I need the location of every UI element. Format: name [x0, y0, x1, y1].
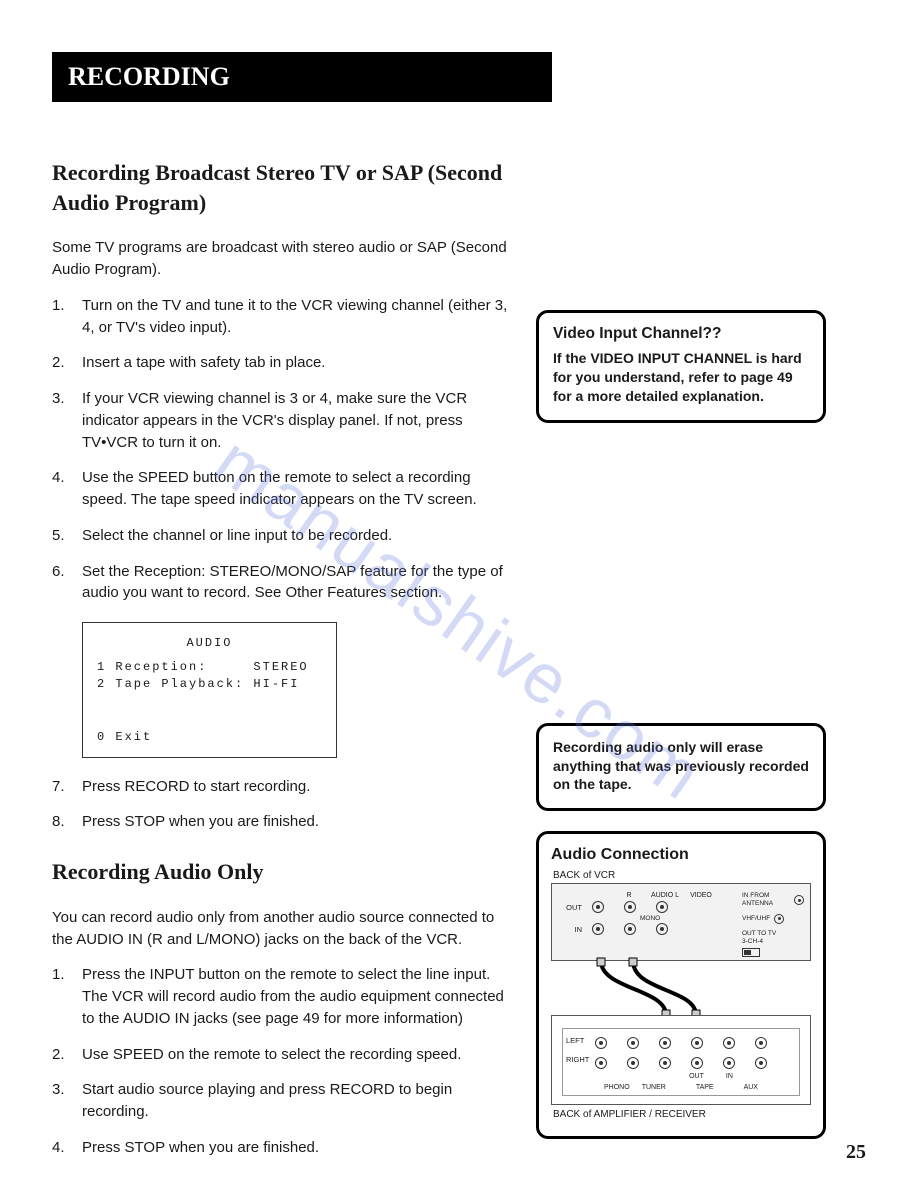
jack-label: AUDIO L: [650, 892, 680, 899]
jack-icon: [656, 923, 668, 935]
sidebar-column: Video Input Channel?? If the VIDEO INPUT…: [536, 158, 826, 1177]
osd-menu-box: AUDIO 1 Reception: STEREO 2 Tape Playbac…: [82, 622, 337, 758]
step: Press RECORD to start recording.: [52, 776, 512, 798]
amp-in-label: IN: [726, 1073, 733, 1080]
callout-erase-warning: Recording audio only will erase anything…: [536, 723, 826, 812]
diagram-title: Audio Connection: [551, 846, 811, 864]
step: Press STOP when you are finished.: [52, 811, 512, 833]
section1-heading: Recording Broadcast Stereo TV or SAP (Se…: [52, 158, 512, 217]
section1-steps: Turn on the TV and tune it to the VCR vi…: [52, 295, 512, 604]
jack-icon: [723, 1037, 735, 1049]
step: Press STOP when you are finished.: [52, 1137, 512, 1159]
osd-exit: 0 Exit: [97, 729, 322, 746]
amp-col-label: TAPE: [696, 1084, 714, 1091]
callout-body: If the VIDEO INPUT CHANNEL is hard for y…: [553, 349, 809, 406]
amp-col-label: TUNER: [642, 1084, 666, 1091]
row-label-out: OUT: [558, 903, 582, 912]
step: Insert a tape with safety tab in place.: [52, 352, 512, 374]
diagram-audio-connection: Audio Connection BACK of VCR R AUDIO L V…: [536, 831, 826, 1139]
amp-right-label: RIGHT: [566, 1055, 589, 1064]
section1-steps-cont: Press RECORD to start recording. Press S…: [52, 776, 512, 834]
osd-row: 1 Reception: STEREO: [97, 659, 322, 676]
callout-video-input: Video Input Channel?? If the VIDEO INPUT…: [536, 310, 826, 423]
jack-icon: [659, 1057, 671, 1069]
amplifier-back-panel: LEFT RIGHT OUT: [551, 1015, 811, 1105]
ant-label: OUT TO TV: [742, 930, 776, 937]
callout-title: Video Input Channel??: [553, 325, 809, 343]
jack-icon: [627, 1057, 639, 1069]
amp-left-label: LEFT: [566, 1036, 589, 1045]
jack-icon: [595, 1037, 607, 1049]
jack-icon: [627, 1037, 639, 1049]
section1-intro: Some TV programs are broadcast with ster…: [52, 237, 512, 281]
ant-jack-icon: [774, 914, 784, 924]
ant-label: VHF/UHF: [742, 915, 770, 923]
jack-icon: [659, 1037, 671, 1049]
main-content-column: Recording Broadcast Stereo TV or SAP (Se…: [52, 158, 512, 1177]
switch-icon: [742, 948, 760, 957]
chapter-title: RECORDING: [52, 52, 552, 102]
jack-icon: [624, 923, 636, 935]
osd-row: 2 Tape Playback: HI-FI: [97, 676, 322, 693]
jack-label: VIDEO: [686, 892, 716, 899]
section2-heading: Recording Audio Only: [52, 857, 512, 887]
vcr-back-panel: R AUDIO L VIDEO OUT MONO I: [551, 883, 811, 961]
section2-intro: You can record audio only from another a…: [52, 907, 512, 951]
antenna-column: IN FROM ANTENNA VHF/UHF OUT TO TV3-CH-4: [742, 892, 804, 956]
ant-label: 3-CH-4: [742, 938, 763, 945]
step: Use the SPEED button on the remote to se…: [52, 467, 512, 511]
jack-icon: [755, 1057, 767, 1069]
jack-icon: [592, 923, 604, 935]
cable-diagram: [551, 961, 811, 1015]
jack-icon: [723, 1057, 735, 1069]
ant-label: IN FROM ANTENNA: [742, 892, 790, 908]
jack-icon: [755, 1037, 767, 1049]
row-label-in: IN: [558, 925, 582, 934]
step: Press the INPUT button on the remote to …: [52, 964, 512, 1029]
diagram-top-label: BACK of VCR: [553, 870, 811, 881]
callout-body: Recording audio only will erase anything…: [553, 738, 809, 795]
jack-icon: [656, 901, 668, 913]
osd-title: AUDIO: [97, 635, 322, 652]
step: Start audio source playing and press REC…: [52, 1079, 512, 1123]
amp-col-label: PHONO: [604, 1084, 630, 1091]
diagram-bottom-label: BACK of AMPLIFIER / RECEIVER: [553, 1109, 811, 1120]
cables-svg: [551, 961, 811, 1015]
jack-icon: [595, 1057, 607, 1069]
jack-icon: [592, 901, 604, 913]
page-number: 25: [846, 1141, 866, 1164]
jack-icon: [691, 1057, 703, 1069]
step: Turn on the TV and tune it to the VCR vi…: [52, 295, 512, 339]
amp-col-label: AUX: [744, 1084, 758, 1091]
jack-icon: [624, 901, 636, 913]
ant-jack-icon: [794, 895, 804, 905]
amp-out-label: OUT: [689, 1073, 704, 1080]
step: Set the Reception: STEREO/MONO/SAP featu…: [52, 561, 512, 605]
jack-label: R: [614, 892, 644, 899]
step: Use SPEED on the remote to select the re…: [52, 1044, 512, 1066]
section2-steps: Press the INPUT button on the remote to …: [52, 964, 512, 1158]
step: Select the channel or line input to be r…: [52, 525, 512, 547]
step: If your VCR viewing channel is 3 or 4, m…: [52, 388, 512, 453]
jack-icon: [691, 1037, 703, 1049]
